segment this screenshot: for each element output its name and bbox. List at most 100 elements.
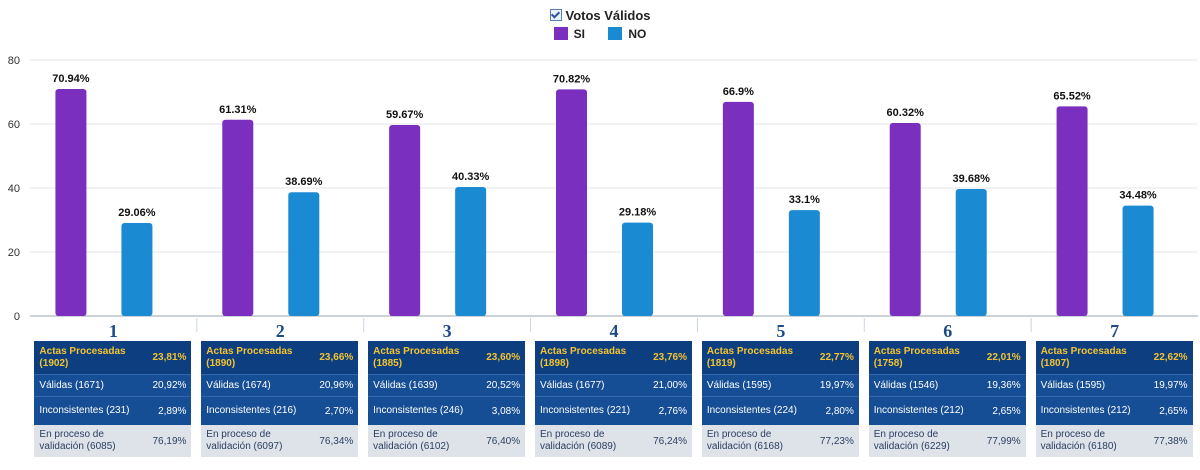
actas-row: Actas Procesadas (1819) 22,77%: [701, 341, 859, 374]
validas-label: Válidas (1595): [1040, 379, 1106, 391]
stats-panel-6: Actas Procesadas (1758) 22,01% Válidas (15…: [868, 341, 1026, 457]
validas-label: Válidas (1595): [706, 379, 772, 391]
data-label-si-1: 70.94%: [52, 73, 90, 85]
validas-row: Válidas (1595) 19,97%: [701, 374, 859, 396]
proceso-percent: 76,40%: [486, 435, 521, 447]
validas-row: Válidas (1595) 19,97%: [1035, 374, 1193, 396]
legend-swatch-no: [608, 27, 623, 40]
validas-row: Válidas (1677) 21,00%: [535, 374, 692, 396]
data-label-no-1: 29.06%: [118, 207, 156, 219]
incons-row: Inconsistentes (231) 2,89%: [34, 396, 192, 425]
validas-percent: 19,36%: [986, 380, 1021, 391]
data-label-no-7: 34.48%: [1119, 190, 1157, 202]
bar-no-4: [622, 222, 653, 316]
legend-swatch-si: [553, 27, 568, 40]
incons-row: Inconsistentes (212) 2,65%: [1035, 396, 1193, 425]
stats-panel-5: Actas Procesadas (1819) 22,77% Válidas (15…: [701, 341, 859, 457]
proceso-row: En proceso de validación (6180) 77,38%: [1035, 425, 1193, 457]
data-label-no-2: 38.69%: [285, 176, 323, 188]
bar-no-3: [455, 186, 487, 316]
legend-label-no: NO: [628, 27, 647, 41]
proceso-row: En proceso de validación (6168) 77,23%: [701, 425, 859, 457]
data-label-si-4: 70.82%: [553, 73, 591, 85]
category-label-3: 3: [443, 321, 452, 341]
actas-label: Actas Procesadas (1902): [39, 345, 126, 369]
incons-percent: 3,08%: [491, 405, 521, 417]
incons-percent: 2,80%: [825, 405, 854, 417]
incons-label: Inconsistentes (212): [1040, 405, 1131, 416]
bar-si-3: [389, 125, 421, 316]
proceso-row: En proceso de validación (6089) 76,24%: [535, 425, 692, 457]
validas-percent: 19,97%: [1153, 380, 1188, 391]
legend-label-si: SI: [573, 27, 585, 41]
stats-panel-4: Actas Procesadas (1898) 23,76% Válidas (16…: [535, 341, 692, 457]
legend-item-no[interactable]: NO: [608, 27, 646, 41]
actas-row: Actas Procesadas (1890) 23,66%: [201, 341, 359, 374]
proceso-label: En proceso de validación (6168): [706, 429, 784, 452]
data-label-si-2: 61.31%: [219, 104, 257, 116]
bar-no-7: [1122, 205, 1154, 316]
incons-row: Inconsistentes (224) 2,80%: [701, 396, 859, 425]
actas-label: Actas Procesadas (1898): [540, 345, 627, 369]
proceso-label: En proceso de validación (6180): [1040, 429, 1117, 452]
proceso-percent: 77,23%: [819, 435, 854, 447]
stats-panel-2: Actas Procesadas (1890) 23,66% Válidas (16…: [201, 341, 359, 457]
data-label-si-5: 66.9%: [723, 86, 754, 98]
category-label-7: 7: [1110, 321, 1119, 341]
proceso-label: En proceso de validación (6229): [873, 429, 950, 452]
bar-no-1: [121, 223, 153, 316]
proceso-percent: 77,99%: [986, 435, 1021, 447]
proceso-row: En proceso de validación (6229) 77,99%: [868, 425, 1026, 457]
data-label-no-3: 40.33%: [452, 171, 490, 183]
checkbox-icon[interactable]: [549, 9, 562, 21]
validas-row: Válidas (1674) 20,96%: [201, 374, 359, 396]
y-tick-label-20: 20: [8, 247, 20, 259]
validas-label: Válidas (1639): [373, 379, 438, 391]
validas-percent: 21,00%: [653, 380, 687, 391]
bar-si-6: [889, 122, 921, 316]
actas-percent: 23,81%: [152, 352, 187, 363]
validas-percent: 19,97%: [819, 380, 854, 391]
incons-row: Inconsistentes (216) 2,70%: [201, 396, 359, 425]
legend: SI NO: [0, 27, 1200, 41]
validas-label: Válidas (1677): [540, 379, 605, 391]
actas-label: Actas Procesadas (1890): [206, 345, 293, 369]
validas-row: Válidas (1639) 20,52%: [368, 374, 526, 396]
incons-label: Inconsistentes (224): [706, 405, 797, 416]
validas-percent: 20,52%: [486, 380, 521, 391]
incons-label: Inconsistentes (212): [873, 405, 964, 416]
actas-row: Actas Procesadas (1885) 23,60%: [368, 341, 526, 374]
y-tick-label-0: 0: [14, 311, 20, 323]
validas-label: Válidas (1674): [206, 379, 271, 391]
proceso-row: En proceso de validación (6085) 76,19%: [34, 425, 192, 457]
incons-label: Inconsistentes (221): [540, 405, 631, 416]
incons-percent: 2,76%: [658, 405, 687, 417]
stats-panel-1: Actas Procesadas (1902) 23,81% Válidas (16…: [34, 341, 192, 457]
incons-percent: 2,70%: [324, 405, 354, 417]
incons-percent: 2,65%: [1159, 405, 1188, 417]
category-label-6: 6: [943, 321, 952, 341]
legend-title[interactable]: Votos Válidos: [0, 8, 1200, 23]
proceso-label: En proceso de validación (6102): [373, 429, 450, 452]
category-label-1: 1: [109, 321, 118, 341]
actas-label: Actas Procesadas (1819): [706, 345, 794, 369]
proceso-label: En proceso de validación (6097): [206, 429, 283, 452]
bar-no-5: [788, 210, 820, 316]
proceso-label: En proceso de validación (6089): [540, 429, 617, 452]
actas-percent: 23,66%: [319, 352, 354, 363]
proceso-percent: 77,38%: [1153, 435, 1188, 447]
data-label-no-4: 29.18%: [619, 207, 657, 219]
legend-item-si[interactable]: SI: [553, 27, 585, 41]
actas-percent: 22,01%: [986, 352, 1021, 363]
category-label-5: 5: [776, 321, 785, 341]
actas-row: Actas Procesadas (1807) 22,62%: [1035, 341, 1193, 374]
incons-row: Inconsistentes (246) 3,08%: [368, 396, 526, 425]
validas-label: Válidas (1546): [873, 379, 939, 391]
actas-percent: 23,76%: [653, 352, 687, 363]
actas-row: Actas Procesadas (1758) 22,01%: [868, 341, 1026, 374]
incons-row: Inconsistentes (221) 2,76%: [535, 396, 692, 425]
validas-percent: 20,96%: [319, 380, 354, 391]
validas-percent: 20,92%: [152, 380, 187, 391]
data-label-si-7: 65.52%: [1053, 90, 1091, 102]
data-label-si-3: 59.67%: [386, 109, 424, 121]
